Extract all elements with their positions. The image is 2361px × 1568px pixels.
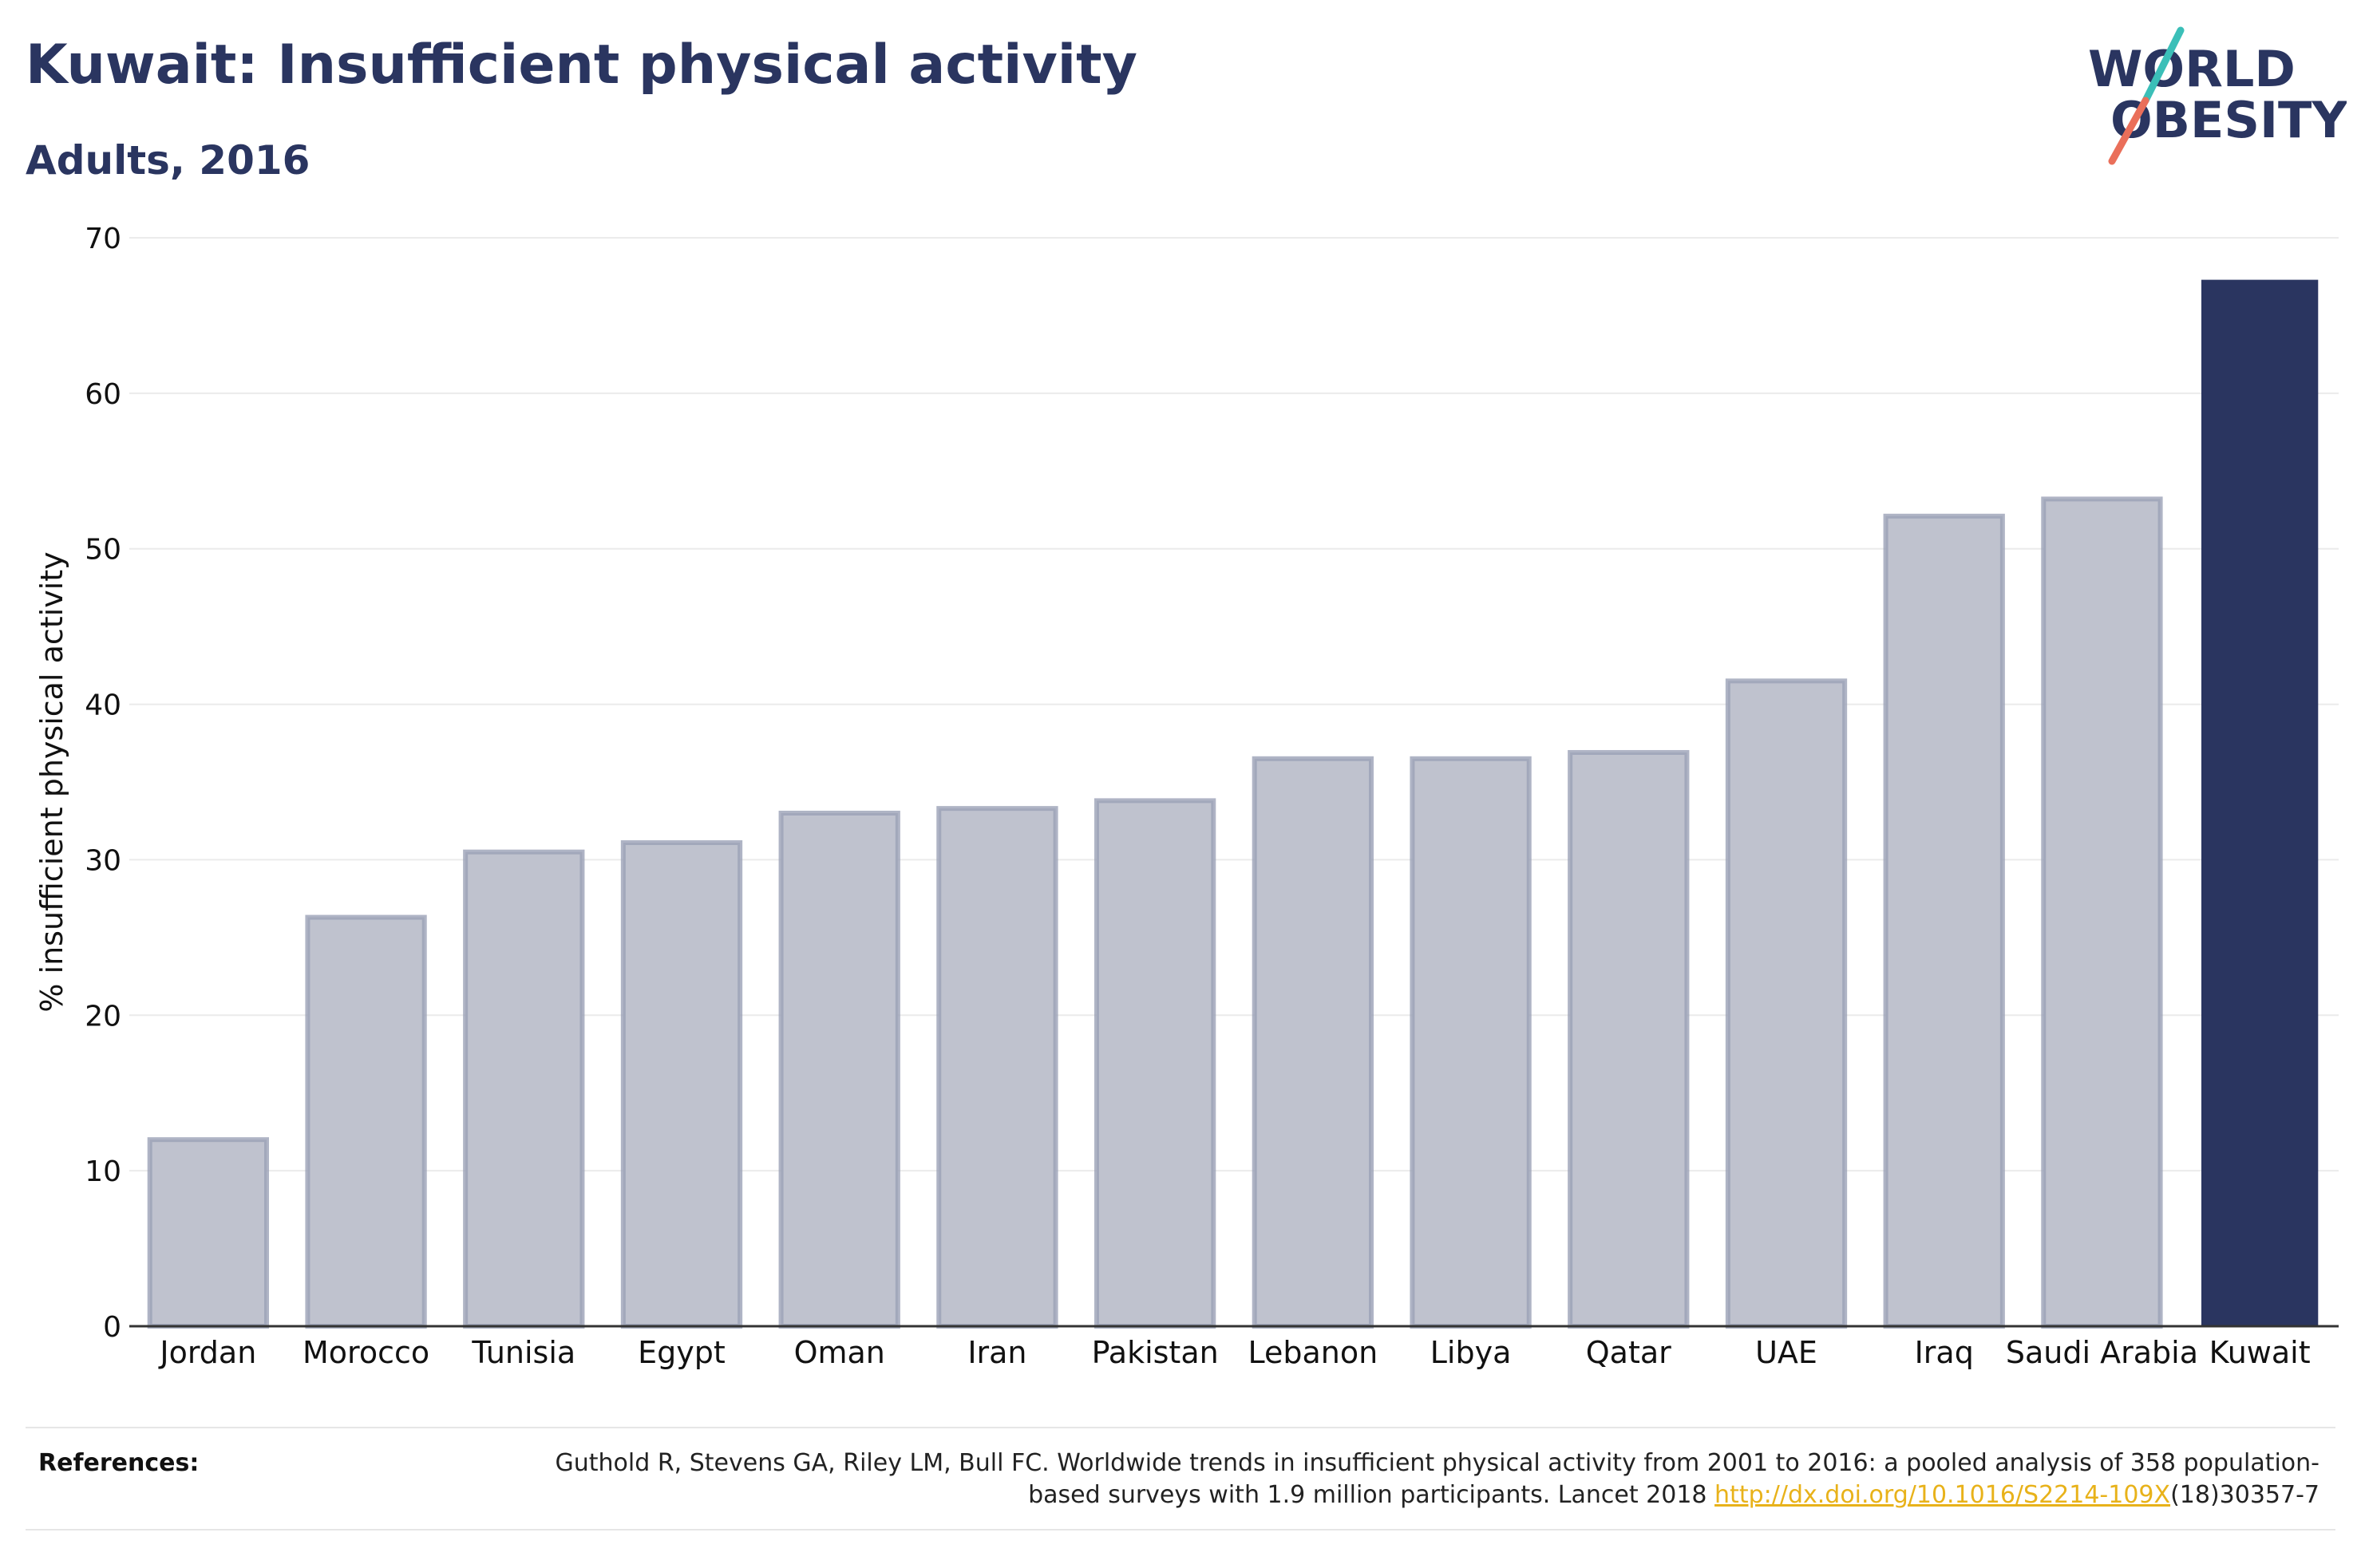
bar-iraq[interactable]: [1883, 513, 2005, 1329]
x-tick-label: Egypt: [638, 1335, 726, 1370]
bars: [147, 279, 2319, 1329]
x-tick-label: Saudi Arabia: [2006, 1335, 2198, 1370]
x-tick-label: Pakistan: [1092, 1335, 1219, 1370]
references-label: References:: [38, 1449, 200, 1477]
bar-chart: 0 10 20 30 40 50 60 70 Jordan Morocco Tunisia Egyp…: [34, 223, 2339, 1370]
bar-tunisia[interactable]: [463, 849, 585, 1329]
references-text: Guthold R, Stevens GA, Riley LM, Bull FC…: [484, 1448, 2319, 1511]
x-tick-label: Oman: [794, 1335, 885, 1370]
y-tick-label: 70: [85, 223, 121, 255]
x-tick-label: Qatar: [1586, 1335, 1671, 1370]
y-tick-label: 20: [85, 1000, 121, 1033]
x-tick-label: Morocco: [303, 1335, 429, 1370]
bar-pakistan[interactable]: [1093, 798, 1216, 1329]
bar-egypt[interactable]: [620, 839, 743, 1329]
y-axis-ticks: 0 10 20 30 40 50 60 70: [85, 223, 121, 1344]
logo-obesity-text: OBESITY: [2110, 91, 2347, 149]
gridlines: [129, 237, 2339, 1327]
world-obesity-logo: WORLD OBESITY: [2088, 26, 2347, 165]
x-axis-labels: Jordan Morocco Tunisia Egypt Oman Iran Pakista…: [158, 1335, 2310, 1370]
y-tick-label: 10: [85, 1155, 121, 1188]
references-citation-end: (18)30357-7: [2170, 1481, 2319, 1509]
y-tick-label: 30: [85, 844, 121, 877]
bar-libya[interactable]: [1410, 756, 1532, 1329]
x-tick-label: Kuwait: [2209, 1335, 2311, 1370]
bar-qatar[interactable]: [1568, 749, 1690, 1329]
logo-slash-bottom: [2108, 97, 2149, 165]
x-tick-label: Libya: [1430, 1335, 1512, 1370]
x-tick-label: Lebanon: [1248, 1335, 1378, 1370]
logo-slash-top: [2142, 26, 2185, 105]
y-tick-label: 60: [85, 378, 121, 411]
logo-world-text: WORLD: [2088, 40, 2296, 98]
bar-morocco[interactable]: [305, 914, 427, 1329]
bar-oman[interactable]: [778, 810, 900, 1329]
x-tick-label: Iran: [967, 1335, 1026, 1370]
y-tick-label: 0: [103, 1311, 121, 1344]
y-tick-label: 40: [85, 689, 121, 722]
references-citation: Guthold R, Stevens GA, Riley LM, Bull FC…: [555, 1449, 2319, 1509]
bar-jordan[interactable]: [147, 1137, 270, 1329]
bar-iran[interactable]: [936, 806, 1058, 1329]
x-tick-label: Iraq: [1915, 1335, 1974, 1370]
references-section: References: Guthold R, Stevens GA, Riley…: [26, 1427, 2335, 1530]
x-tick-label: Jordan: [158, 1335, 256, 1370]
bar-saudi-arabia[interactable]: [2041, 496, 2163, 1329]
bar-uae[interactable]: [1725, 678, 1848, 1329]
x-tick-label: UAE: [1755, 1335, 1817, 1370]
bar-kuwait[interactable]: [2201, 279, 2319, 1326]
x-tick-label: Tunisia: [471, 1335, 575, 1370]
y-axis-title: % insufficient physical activity: [34, 551, 69, 1012]
chart-subtitle: Adults, 2016: [26, 137, 310, 184]
y-tick-label: 50: [85, 534, 121, 567]
bar-lebanon[interactable]: [1252, 756, 1374, 1329]
chart-title: Kuwait: Insufficient physical activity: [26, 34, 1137, 97]
references-doi-link[interactable]: http://dx.doi.org/10.1016/S2214-109X: [1714, 1481, 2171, 1509]
